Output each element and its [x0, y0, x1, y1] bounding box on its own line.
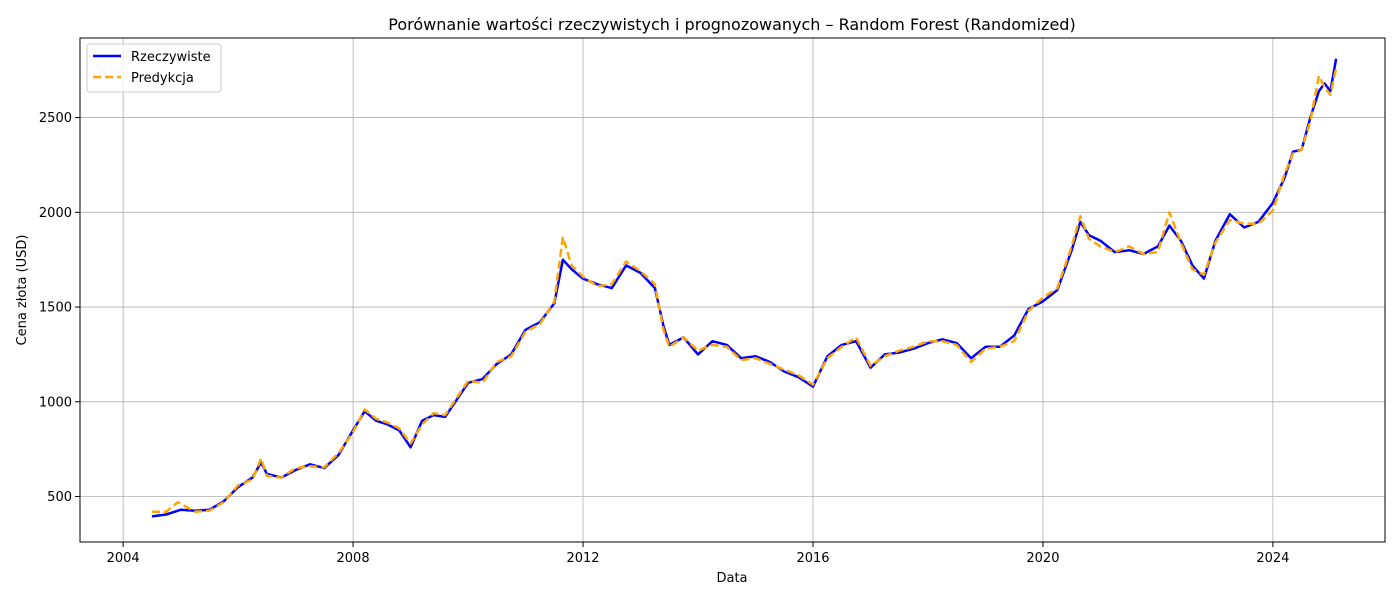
y-tick-label: 2000 — [39, 206, 72, 221]
grid — [80, 38, 1385, 542]
x-tick-label: 2004 — [107, 551, 140, 566]
x-axis-label: Data — [716, 571, 747, 586]
series-layer — [151, 58, 1338, 518]
y-tick-label: 1500 — [39, 301, 72, 316]
legend-label-predykcja: Predykcja — [131, 71, 194, 86]
x-tick-label: 2012 — [566, 551, 599, 566]
plot-background — [80, 38, 1385, 542]
series-line-predykcja — [151, 68, 1338, 513]
x-tick-label: 2008 — [337, 551, 370, 566]
legend: Rzeczywiste Predykcja — [86, 43, 222, 93]
chart-title: Porównanie wartości rzeczywistych i prog… — [388, 15, 1075, 34]
legend-label-rzeczywiste: Rzeczywiste — [131, 50, 211, 65]
y-tick-label: 2500 — [39, 111, 72, 126]
plot-frame — [79, 37, 1386, 543]
x-tick-label: 2016 — [796, 551, 829, 566]
x-tick-label: 2024 — [1256, 551, 1289, 566]
y-tick-label: 1000 — [39, 395, 72, 410]
y-axis-label: Cena złota (USD) — [15, 234, 30, 345]
x-tick-label: 2020 — [1026, 551, 1059, 566]
ticks: 2004 2008 2012 2016 2020 2024 500 1000 1500 2000 2… — [39, 111, 1290, 566]
y-tick-label: 500 — [47, 490, 72, 505]
